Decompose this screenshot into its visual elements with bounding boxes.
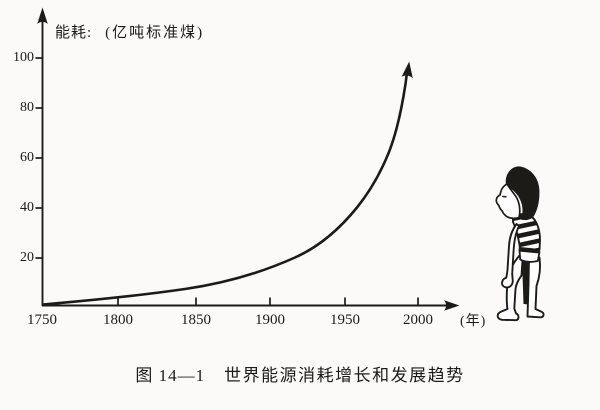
x-tick-label-1750: 1750: [27, 312, 57, 328]
y-tick-label-60: 60: [20, 150, 34, 165]
x-axis-unit: (年): [460, 314, 487, 329]
y-tick-label-100: 100: [13, 50, 34, 65]
hair: [505, 166, 540, 221]
x-axis-arrowhead-icon: [444, 300, 460, 311]
x-tick-label-1900: 1900: [255, 312, 285, 328]
figure-title: 世界能源消耗增长和发展趋势: [224, 366, 465, 385]
x-tick-label-1850: 1850: [181, 312, 211, 328]
y-tick-label-40: 40: [20, 200, 34, 215]
energy-consumption-curve: [41, 71, 409, 306]
y-axis-title-text: 能耗:: [55, 25, 93, 41]
y-tick-label-80: 80: [20, 100, 34, 115]
curve-arrowhead-icon: [401, 61, 413, 79]
child-illustration: [495, 166, 545, 322]
figure-caption: 图 14—1 世界能源消耗增长和发展趋势: [0, 361, 600, 386]
y-tick-label-20: 20: [20, 250, 34, 265]
y-axis-arrowhead-icon: [37, 7, 48, 24]
x-tick-label-1800: 1800: [103, 312, 133, 328]
x-tick-marks: [117, 297, 419, 306]
y-tick-marks: [35, 57, 43, 259]
arm: [501, 223, 520, 289]
back-leg: [526, 255, 545, 319]
figure-number: 图 14—1: [135, 366, 206, 385]
y-axis-title: 能耗: (亿吨标准煤): [55, 21, 204, 42]
y-axis-unit-text: (亿吨标准煤): [105, 25, 205, 41]
x-tick-label-2000: 2000: [403, 312, 433, 328]
x-tick-label-1950: 1950: [330, 312, 360, 328]
face: [495, 183, 521, 220]
